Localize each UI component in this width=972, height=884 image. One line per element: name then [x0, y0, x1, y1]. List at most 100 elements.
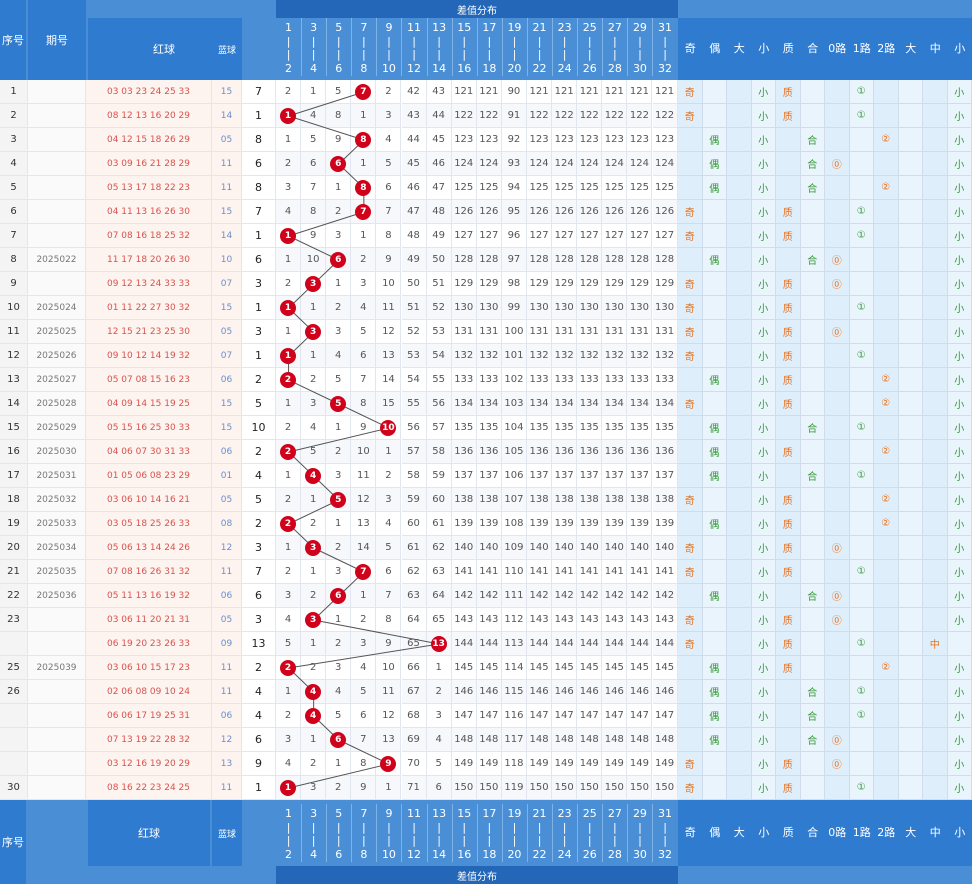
trend-col-header[interactable]: 合 [800, 800, 826, 866]
trend-col-header[interactable]: 小 [751, 18, 777, 80]
trend-col-header[interactable]: 奇 [678, 800, 704, 866]
row-period[interactable] [28, 200, 86, 224]
row-period[interactable] [28, 272, 86, 296]
row-period[interactable] [28, 104, 86, 128]
trend-col-header[interactable]: 偶 [702, 800, 728, 866]
dist-col-header[interactable]: 29 | | 30 [627, 804, 654, 862]
table-header: 序号 期号 红球 蓝球 差值分布 1 | | 2 3 | | 4 5 | | 6 7 | | 8 9 | | 10 11… [0, 0, 972, 80]
dist-col-header[interactable]: 25 | | 26 [577, 804, 604, 862]
dist-col-header[interactable]: 9 | | 10 [376, 804, 403, 862]
row-period[interactable]: 2025031 [28, 464, 86, 488]
trend-col-header[interactable]: 质 [776, 800, 802, 866]
dist-col-header[interactable]: 21 | | 22 [527, 804, 554, 862]
trend-col-header[interactable]: 偶 [702, 18, 728, 80]
trend-col-header[interactable]: 小 [751, 800, 777, 866]
dist-col-header[interactable]: 27 | | 28 [602, 804, 629, 862]
trend-col-header[interactable]: 合 [800, 18, 826, 80]
dist-value: 140 [529, 542, 549, 553]
row-period[interactable] [28, 704, 86, 728]
row-period[interactable]: 2025029 [28, 416, 86, 440]
row-period[interactable]: 2025028 [28, 392, 86, 416]
dist-col-header[interactable]: 31 | | 32 [653, 18, 679, 76]
row-period[interactable] [28, 632, 86, 656]
row-period[interactable]: 2025022 [28, 248, 86, 272]
dist-col-header[interactable]: 5 | | 6 [326, 18, 353, 76]
dist-col-header[interactable]: 29 | | 30 [627, 18, 654, 76]
dist-col-header[interactable]: 11 | | 12 [402, 18, 428, 76]
dist-col-header[interactable]: 15 | | 16 [452, 804, 478, 862]
row-period[interactable]: 2025035 [28, 560, 86, 584]
trend-col-header[interactable]: 0路 [825, 800, 851, 866]
dist-col-header[interactable]: 3 | | 4 [301, 18, 328, 76]
row-period[interactable] [28, 176, 86, 200]
dist-col-header[interactable]: 11 | | 12 [402, 804, 428, 862]
dist-col-header[interactable]: 23 | | 24 [552, 18, 579, 76]
dist-col-header[interactable]: 31 | | 32 [653, 804, 679, 862]
dist-col-header[interactable]: 1 | | 2 [276, 18, 303, 76]
dist-value: 141 [655, 566, 675, 577]
dist-col-header[interactable]: 5 | | 6 [326, 804, 353, 862]
trend-col-header[interactable]: 0路 [825, 18, 851, 80]
trend-col-header[interactable]: 大 [727, 800, 753, 866]
trend-col-header[interactable]: 2路 [874, 800, 900, 866]
dist-col-top: 31 [658, 21, 673, 34]
row-period[interactable]: 2025026 [28, 344, 86, 368]
row-period[interactable] [28, 680, 86, 704]
dist-col-header[interactable]: 1 | | 2 [276, 804, 303, 862]
row-period[interactable] [28, 224, 86, 248]
trend-col-header[interactable]: 小 [947, 18, 972, 80]
row-period[interactable]: 2025027 [28, 368, 86, 392]
dist-col-header[interactable]: 17 | | 18 [477, 18, 503, 76]
dist-col-header[interactable]: 9 | | 10 [376, 18, 403, 76]
row-period[interactable]: 2025030 [28, 440, 86, 464]
dist-cell: 133 [451, 368, 477, 392]
trend-col-header[interactable]: 小 [947, 800, 972, 866]
dist-col-header[interactable]: 13 | | 14 [427, 804, 453, 862]
row-period[interactable] [28, 608, 86, 632]
row-period[interactable]: 2025039 [28, 656, 86, 680]
dist-value: 100 [504, 326, 524, 337]
trend-col-header[interactable]: 1路 [849, 800, 875, 866]
dist-col-header[interactable]: 13 | | 14 [427, 18, 453, 76]
dist-col-header[interactable]: 15 | | 16 [452, 18, 478, 76]
row-period[interactable] [28, 752, 86, 776]
dist-value: 3 [385, 110, 392, 121]
trend-col-header[interactable]: 大 [727, 18, 753, 80]
dist-cell: 130 [602, 296, 628, 320]
dist-col-header[interactable]: 7 | | 8 [351, 804, 378, 862]
dist-col-header[interactable]: 3 | | 4 [301, 804, 328, 862]
row-period[interactable] [28, 128, 86, 152]
trend-col-header[interactable]: 中 [923, 800, 949, 866]
trend-col-header[interactable]: 大 [898, 800, 924, 866]
dist-col-header[interactable]: 7 | | 8 [351, 18, 378, 76]
row-period[interactable]: 2025032 [28, 488, 86, 512]
row-period[interactable]: 2025024 [28, 296, 86, 320]
trend-mark: 质 [782, 88, 793, 99]
dist-col-header[interactable]: 19 | | 20 [502, 18, 528, 76]
trend-col-header[interactable]: 大 [898, 18, 924, 80]
dist-col-header[interactable]: 23 | | 24 [552, 804, 579, 862]
dist-cell: 146 [552, 680, 578, 704]
row-period[interactable] [28, 80, 86, 104]
row-period[interactable] [28, 728, 86, 752]
row-period[interactable]: 2025036 [28, 584, 86, 608]
dist-col-header[interactable]: 21 | | 22 [527, 18, 554, 76]
trend-col-header[interactable]: 2路 [874, 18, 900, 80]
trend-col-header[interactable]: 中 [923, 18, 949, 80]
dist-col-header[interactable]: 19 | | 20 [502, 804, 528, 862]
dist-col-header[interactable]: 25 | | 26 [577, 18, 604, 76]
dist-value: 99 [507, 302, 521, 313]
row-period[interactable]: 2025025 [28, 320, 86, 344]
row-period[interactable]: 2025033 [28, 512, 86, 536]
row-period[interactable] [28, 776, 86, 800]
trend-col-header[interactable]: 奇 [678, 18, 704, 80]
row-period[interactable]: 2025034 [28, 536, 86, 560]
dist-cell: 146 [476, 680, 502, 704]
row-period[interactable] [28, 152, 86, 176]
trend-col-header[interactable]: 1路 [849, 18, 875, 80]
trend-cell [898, 704, 923, 728]
dist-col-header[interactable]: 17 | | 18 [477, 804, 503, 862]
dist-col-header[interactable]: 27 | | 28 [602, 18, 629, 76]
period-header[interactable]: 期号 [28, 0, 86, 80]
trend-col-header[interactable]: 质 [776, 18, 802, 80]
